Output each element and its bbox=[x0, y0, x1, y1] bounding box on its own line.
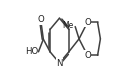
Text: O: O bbox=[37, 15, 44, 24]
Text: HO: HO bbox=[25, 47, 38, 56]
Text: Me: Me bbox=[63, 21, 74, 30]
Text: N: N bbox=[56, 59, 63, 67]
Text: O: O bbox=[84, 18, 91, 27]
Text: O: O bbox=[84, 51, 91, 60]
